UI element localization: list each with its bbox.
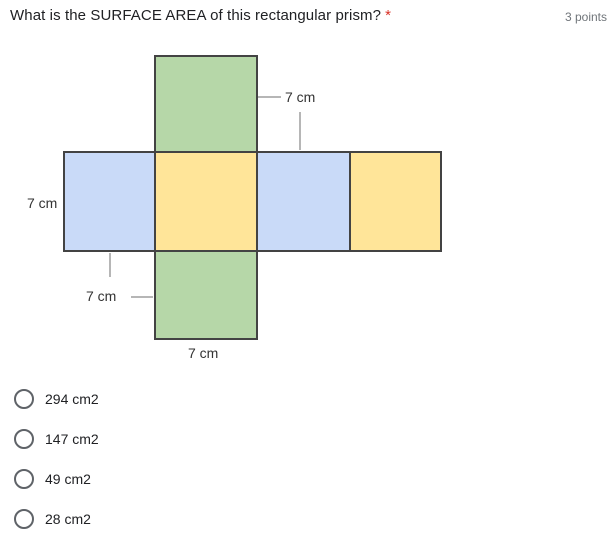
dimension-label-left: 7 cm — [27, 195, 57, 211]
dimension-label-bottom-left: 7 cm — [86, 288, 116, 304]
option-label: 28 cm2 — [45, 511, 91, 527]
net-diagram: 7 cm 7 cm 7 cm 7 cm — [27, 55, 442, 361]
option-label: 294 cm2 — [45, 391, 99, 407]
option-label: 49 cm2 — [45, 471, 91, 487]
question-title-text: What is the SURFACE AREA of this rectang… — [10, 7, 382, 24]
radio-button[interactable] — [14, 389, 34, 409]
options-list: 294 cm2 147 cm2 49 cm2 28 cm2 — [14, 379, 99, 539]
option-row[interactable]: 49 cm2 — [14, 459, 99, 499]
net-face-far-right-yellow — [349, 151, 442, 252]
dimension-label-bottom: 7 cm — [188, 345, 218, 361]
radio-button[interactable] — [14, 469, 34, 489]
option-label: 147 cm2 — [45, 431, 99, 447]
radio-button[interactable] — [14, 509, 34, 529]
dimension-label-top-right: 7 cm — [285, 89, 315, 105]
option-row[interactable]: 28 cm2 — [14, 499, 99, 539]
net-face-right-blue — [256, 151, 351, 252]
option-row[interactable]: 147 cm2 — [14, 419, 99, 459]
required-asterisk: * — [385, 7, 392, 24]
net-face-left-blue — [63, 151, 156, 252]
net-face-top-green — [154, 55, 258, 153]
net-face-bottom-green — [154, 250, 258, 340]
points-badge: 3 points — [564, 10, 607, 24]
radio-button[interactable] — [14, 429, 34, 449]
net-face-center-yellow — [154, 151, 258, 252]
question-title: What is the SURFACE AREA of this rectang… — [10, 7, 391, 24]
option-row[interactable]: 294 cm2 — [14, 379, 99, 419]
